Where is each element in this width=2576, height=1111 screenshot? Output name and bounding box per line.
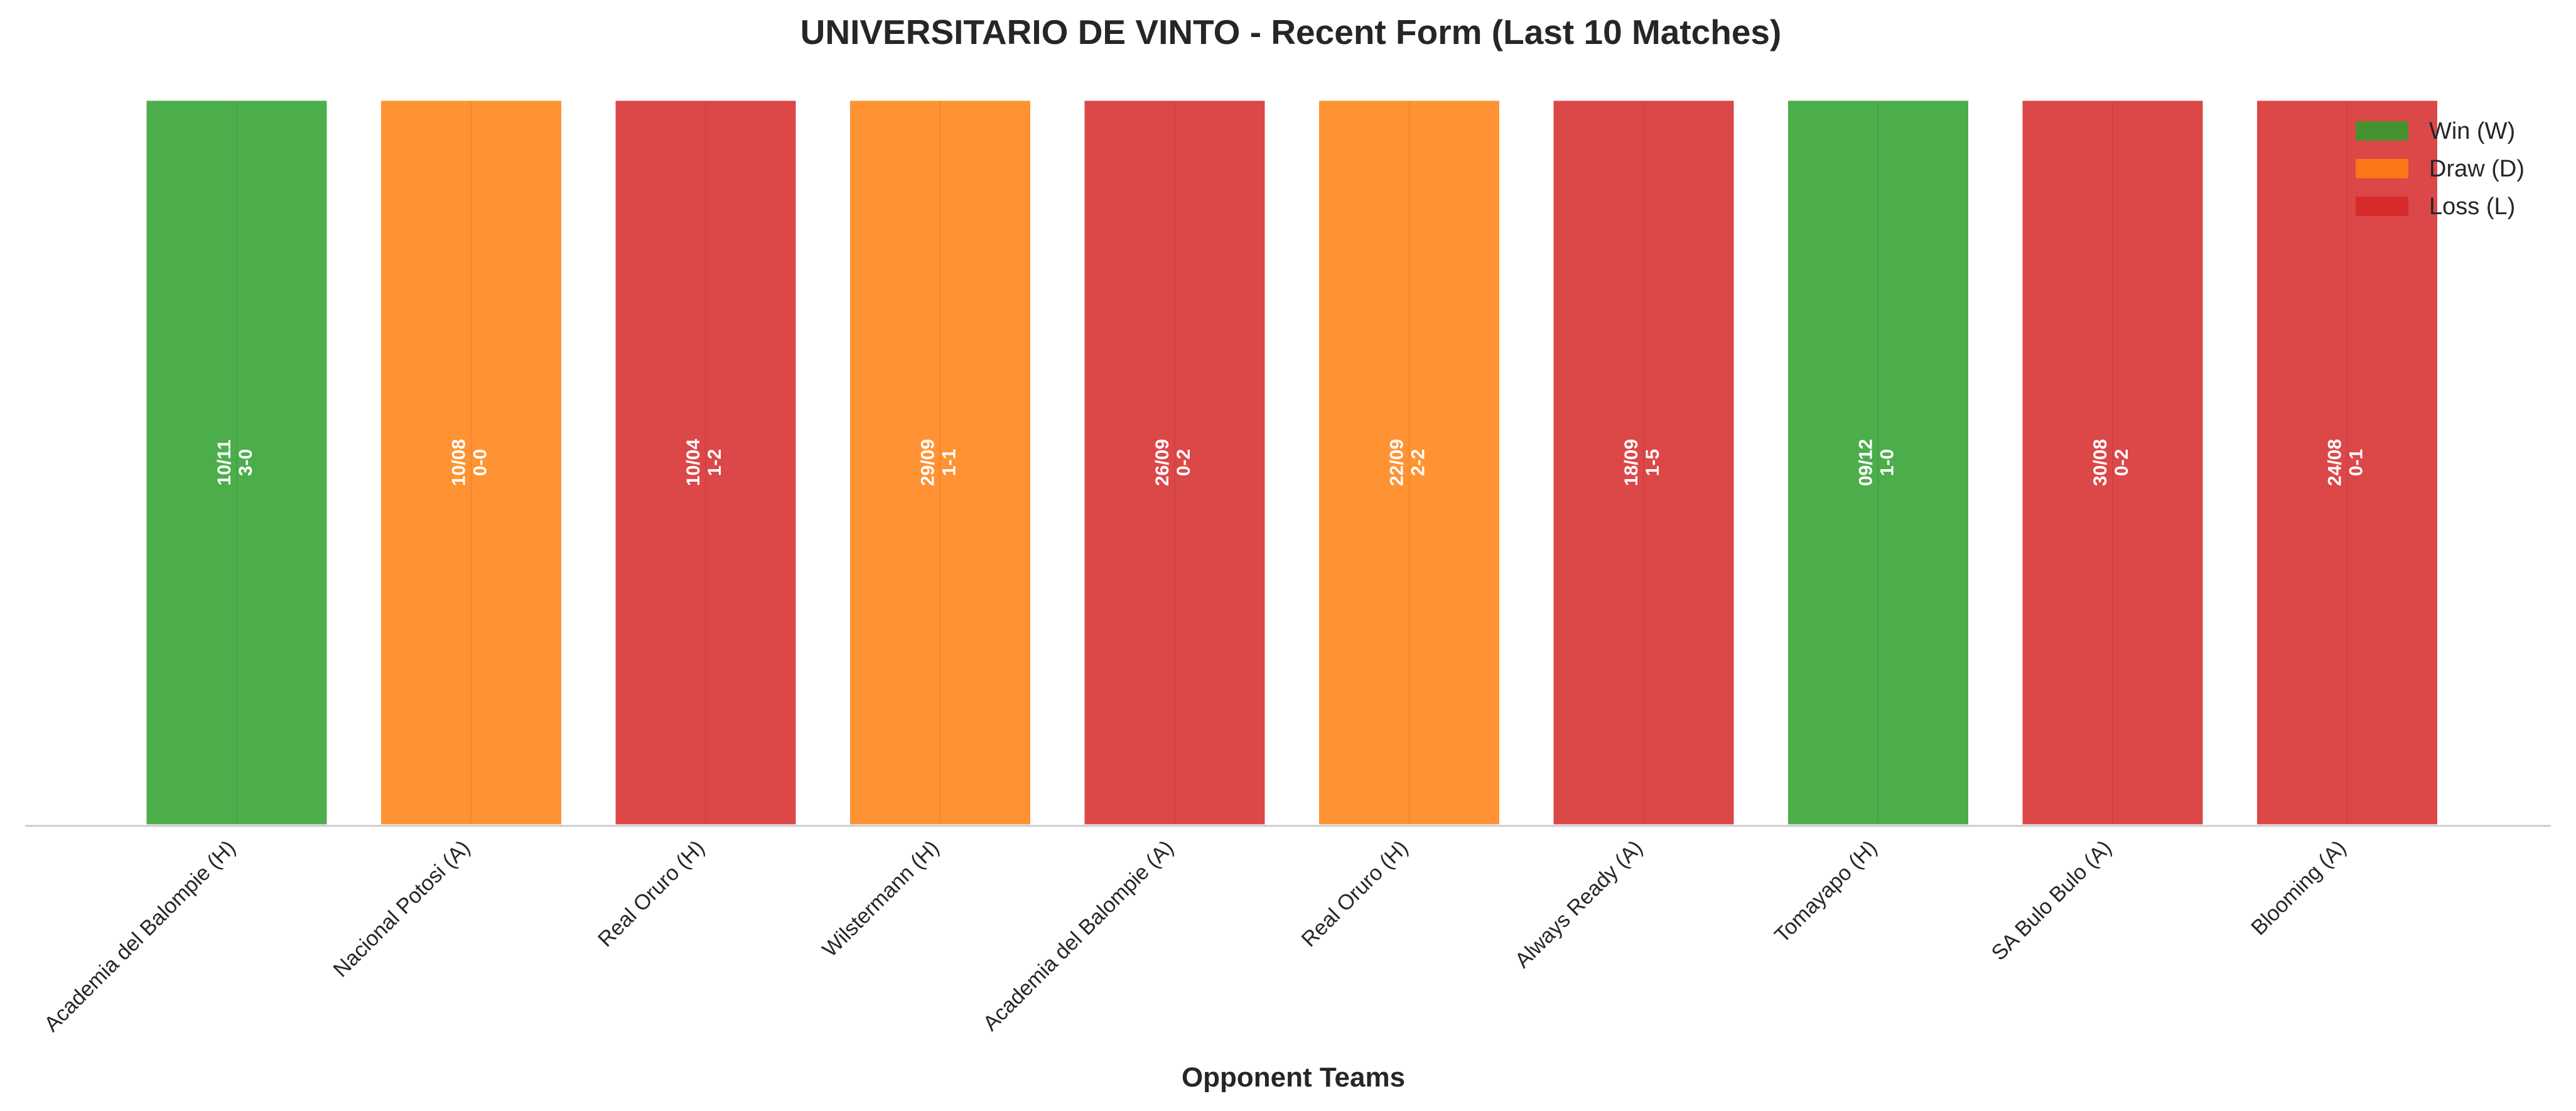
match-score-label: 0-2: [2111, 449, 2132, 476]
match-date-label: 10/04: [683, 439, 704, 486]
bar-data-label: 10/041-2: [683, 439, 725, 486]
bar: [1550, 97, 1737, 828]
legend-swatch: [2356, 121, 2408, 141]
bar-data-label: 24/080-1: [2325, 439, 2367, 486]
match-score-label: 2-2: [1408, 449, 1429, 476]
legend-swatch: [2356, 159, 2408, 178]
chart-title: UNIVERSITARIO DE VINTO - Recent Form (La…: [800, 13, 1782, 51]
match-score-label: 1-2: [704, 449, 725, 476]
legend-label: Win (W): [2429, 118, 2515, 144]
match-date-label: 18/09: [1621, 439, 1642, 486]
bar-data-label: 22/092-2: [1387, 439, 1429, 486]
match-score-label: 1-1: [939, 449, 960, 476]
x-tick-label: Academia del Balompie (H): [40, 836, 240, 1037]
bar-data-label: 26/090-2: [1152, 439, 1194, 486]
match-date-label: 09/12: [1856, 439, 1877, 486]
bar: [378, 97, 564, 828]
legend: Win (W) Draw (D) Loss (L): [2356, 118, 2525, 220]
bar: [1081, 97, 1268, 828]
bar-data-label: 18/091-5: [1621, 439, 1663, 486]
match-score-label: 3-0: [235, 449, 256, 476]
bar: [612, 97, 799, 828]
x-tick-label: SA Bulo Bulo (A): [1987, 836, 2116, 965]
bar-data-label: 10/080-0: [449, 439, 491, 486]
match-date-label: 24/08: [2325, 439, 2346, 486]
bar-data-label: 09/121-0: [1856, 439, 1898, 486]
bar-data-label: 10/113-0: [214, 440, 256, 485]
bar-data-label: 29/091-1: [918, 439, 960, 486]
legend-label: Loss (L): [2429, 193, 2515, 220]
bars-layer: 10/113-0 10/080-0 10/041-2 29/091-1 26/090-2…: [143, 97, 2440, 828]
match-date-label: 26/09: [1152, 439, 1173, 486]
match-score-label: 0-1: [2346, 449, 2367, 476]
bar: [2254, 97, 2440, 828]
x-axis-label: Opponent Teams: [1182, 1062, 1405, 1093]
x-tick-label: Blooming (A): [2246, 836, 2351, 940]
x-tick-label: Always Ready (A): [1511, 836, 1647, 973]
match-score-label: 1-5: [1642, 449, 1663, 476]
x-tick-label: Real Oruro (H): [593, 836, 709, 952]
x-tick-label: Tomayapo (H): [1770, 836, 1882, 948]
match-date-label: 10/08: [449, 439, 470, 486]
x-tick-labels: Academia del Balompie (H) Nacional Potosi…: [40, 836, 2351, 1037]
bar: [847, 97, 1033, 828]
match-date-label: 22/09: [1387, 439, 1408, 486]
bar: [1316, 97, 1502, 828]
match-score-label: 0-2: [1173, 449, 1194, 476]
bar: [143, 97, 330, 828]
match-score-label: 0-0: [470, 449, 491, 476]
match-date-label: 29/09: [918, 439, 939, 486]
x-tick-label: Nacional Potosi (A): [329, 836, 475, 982]
match-date-label: 30/08: [2090, 439, 2111, 486]
x-tick-label: Wilstermann (H): [818, 836, 944, 962]
legend-swatch: [2356, 197, 2408, 216]
match-score-label: 1-0: [1877, 449, 1898, 476]
match-date-label: 10/11: [214, 440, 235, 485]
bar-data-label: 30/080-2: [2090, 439, 2132, 486]
legend-label: Draw (D): [2429, 156, 2525, 182]
x-tick-label: Real Oruro (H): [1297, 836, 1413, 952]
x-tick-label: Academia del Balompie (A): [978, 836, 1178, 1036]
